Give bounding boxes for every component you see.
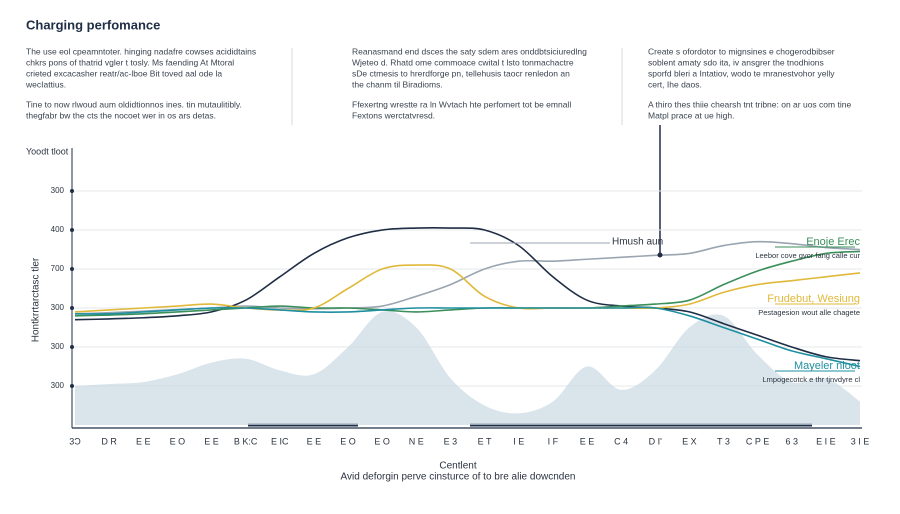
x-tick-label: E O — [340, 436, 356, 446]
x-tick-label: E E — [580, 436, 595, 446]
x-tick-label: D I' — [649, 436, 663, 446]
tick-dot — [70, 384, 74, 388]
x-tick-label: 3Ɔ — [69, 436, 81, 446]
note-text: Fextons werctatvresd. — [352, 110, 435, 120]
x-tick-label: E IC — [271, 436, 289, 446]
x-tick-label: E I E — [816, 436, 836, 446]
series-note: Lmpogecotck e thr tjnvdyre cl — [762, 375, 860, 384]
x-tick-label: E T — [478, 436, 492, 446]
x-tick-label: T 3 — [717, 436, 730, 446]
note-text: sDe ctmesis to hrerdforge pn, tellehusis… — [352, 68, 570, 78]
tick-dot — [70, 345, 74, 349]
x-tick-label: E X — [682, 436, 697, 446]
x-tick-label: C P E — [746, 436, 769, 446]
x-tick-label: C 4 — [614, 436, 628, 446]
note-text: wecIattius. — [25, 79, 66, 89]
tick-dot — [70, 228, 74, 232]
x-tick-label: D R — [101, 436, 117, 446]
series-note: Pestagesion wout alle chagete — [758, 308, 860, 317]
y-tick-label: 300 — [51, 381, 65, 390]
x-axis-subtitle: Avid deforgin perve cinsturce of to bre … — [341, 472, 576, 483]
note-text: cert, Ihe daos. — [648, 79, 702, 89]
series-line — [74, 306, 861, 368]
note-text: chkrs pons of thatrid vgler t tosly. Ms … — [26, 57, 234, 67]
callout: Hmush aun — [612, 237, 663, 248]
series-line — [74, 264, 861, 313]
series-line — [74, 227, 861, 362]
x-axis-title: Centlent — [439, 461, 476, 472]
y-axis-label: Hontkrrtarctasc tler — [31, 257, 42, 342]
tick-dot — [70, 267, 74, 271]
area — [75, 311, 860, 425]
x-tick-label: N E — [409, 436, 424, 446]
note-text: Reanasmand end dsces the saty sdem ares … — [352, 46, 587, 56]
x-tick-label: E E — [307, 436, 322, 446]
x-tick-label: B K:C — [234, 436, 258, 446]
series-note: Leebor cove gvor fang calle cur — [755, 251, 860, 260]
x-tick-label: 3 I E — [851, 436, 870, 446]
y-tick-label: 300 — [51, 186, 65, 195]
x-tick-label: E E — [136, 436, 151, 446]
note-text: the chanm til Biradioms. — [352, 79, 443, 89]
marker — [657, 252, 663, 258]
note-text: thegfabr bw the cts the nocoet wer in os… — [26, 110, 216, 120]
x-tick-label: I E — [513, 436, 524, 446]
note-text: soblent amaty sdo ita, iv ansgrer the tn… — [648, 57, 824, 67]
note-text: sporfd bleri a Intatiov, wodo te mranest… — [648, 68, 835, 78]
note-text: crieted excacasher reatr/ac-lboe Bit tov… — [26, 68, 222, 78]
y-tick-label: 700 — [51, 264, 65, 273]
series-label: Mayeler nioot — [794, 360, 860, 372]
note-text: A thiro thes thiie chearsh tnt tribne: o… — [648, 99, 851, 109]
note-text: Ffexertng wrestte ra ln Wvtach hte perfo… — [352, 99, 571, 109]
x-tick-label: E E — [204, 436, 219, 446]
x-tick-label: E O — [170, 436, 186, 446]
series-label: Frudebut, Wesiung — [767, 293, 860, 305]
note-text: Tine to now rlwoud aum oldidtionnos ines… — [26, 99, 242, 109]
note-text: Create s ofordotor to mignsines e choger… — [648, 46, 835, 56]
x-tick-label: E O — [374, 436, 390, 446]
series-label: Enoje Erec — [806, 236, 860, 248]
note-text: Matpl prace at ue high. — [648, 110, 734, 120]
tick-dot — [70, 306, 74, 310]
y-tick-label: 400 — [51, 225, 65, 234]
x-tick-label: 6 3 — [785, 436, 798, 446]
series-line — [74, 240, 861, 315]
chart-title: Charging perfomance — [26, 17, 160, 32]
y-tick-label: 300 — [51, 303, 65, 312]
x-tick-label: E 3 — [444, 436, 458, 446]
tick-dot — [70, 189, 74, 193]
note-text: The use eol cpeamntoter. hinging nadafre… — [26, 46, 256, 56]
y-axis-title: Yoodt tloot — [26, 146, 69, 156]
y-tick-label: 300 — [51, 342, 65, 351]
x-tick-label: I F — [548, 436, 559, 446]
note-text: Wjeteo d. Rhatd ome commoace cwital t ls… — [352, 57, 574, 67]
series-line — [74, 250, 861, 317]
